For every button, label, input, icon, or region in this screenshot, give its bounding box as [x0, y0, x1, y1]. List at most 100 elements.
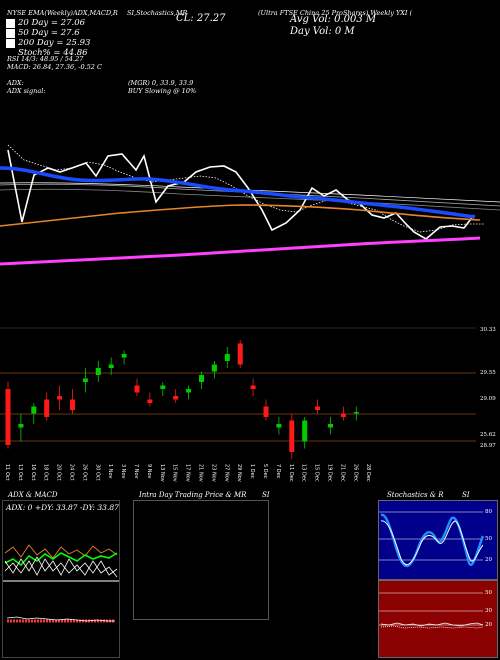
date-label: 21 Nov: [198, 464, 204, 482]
date-label: 16 Oct: [30, 464, 36, 481]
rsi-level-label: 30: [485, 608, 492, 614]
ema-legend-item: 200 Day = 25.93: [6, 38, 90, 48]
date-label: 19 Dec: [327, 464, 333, 482]
header-line: SI,Stochastics,MR: [127, 9, 188, 17]
legend-swatch: [6, 28, 15, 38]
ema-chart: [0, 144, 500, 266]
candle-body: [70, 399, 75, 410]
rsi-level-label: 20: [485, 622, 492, 628]
candle-body: [250, 385, 256, 389]
candle-body: [134, 385, 140, 393]
date-label: 24 Oct: [69, 464, 75, 481]
ema-grey-line: [0, 188, 500, 211]
candle-body: [224, 354, 230, 361]
candle-body: [353, 412, 359, 414]
ema-legend-item: 50 Day = 27.6: [6, 28, 90, 38]
legend-label: 20 Day = 27.06: [18, 18, 86, 28]
date-label: 30 Oct: [94, 464, 100, 481]
header-title: (Ultra FTSE China 25 ProShares) Weekly Y…: [258, 9, 413, 17]
date-label: 13 Dec: [301, 464, 307, 482]
candle-body: [302, 420, 308, 442]
intraday-si-label: SI: [262, 491, 270, 499]
candle-body: [199, 375, 204, 382]
rsi-line: [380, 622, 484, 627]
price-label: 29.09: [480, 396, 496, 402]
rsi-dotted-line: [380, 625, 484, 629]
candle-body: [263, 406, 269, 417]
adx-orange-line: [4, 544, 118, 559]
date-label: 1 Nov: [107, 464, 113, 479]
adx-green-line: [4, 552, 118, 567]
candle-body: [315, 406, 321, 410]
date-label: 7 Nov: [133, 464, 139, 479]
intraday-panel: [133, 500, 269, 620]
adx-values: (MGR) 0, 33.9, 33.9: [128, 79, 194, 87]
adx-readout: ADX: 0 +DY: 33.87 -DY: 33.87: [6, 503, 119, 512]
close-price: CL: 27.27: [176, 13, 226, 24]
candle-body: [160, 385, 166, 389]
date-label: 18 Oct: [43, 464, 49, 481]
legend-swatch: [6, 18, 15, 28]
adx-panel-title: ADX & MACD: [8, 491, 58, 499]
rsi-readout: RSI 14/3: 48.95 / 54.27: [7, 55, 84, 63]
candle-body: [82, 378, 88, 382]
price-label: 25.62: [480, 432, 496, 438]
candle-body: [211, 364, 217, 372]
date-label: 28 Dec: [365, 464, 371, 482]
ema-slow-line: [0, 236, 481, 266]
stoch-dotted-line: [7, 144, 484, 233]
candle-body: [95, 368, 101, 375]
adx-macd-panel: ADX: 0 +DY: 33.87 -DY: 33.87: [2, 500, 120, 658]
adx-white-line: [4, 556, 118, 576]
stoch-d-line: [380, 520, 484, 565]
rsi-panel: 50 30 20: [378, 580, 498, 658]
date-label: 21 Dec: [339, 464, 345, 482]
price-line: [7, 149, 475, 240]
intraday-panel-title: Intra Day Trading Price & MR: [139, 491, 247, 499]
price-chart: [0, 327, 476, 459]
price-label: 30.33: [480, 327, 496, 333]
adx-white-line: [4, 558, 118, 578]
date-label: 11 Oct: [4, 464, 10, 481]
date-label: 29 Nov: [236, 464, 242, 482]
stoch-si-label: SI: [462, 491, 470, 499]
date-label: 26 Oct: [81, 464, 87, 481]
candle-body: [44, 399, 50, 417]
ema-grey-line: [0, 183, 500, 207]
candle-body: [237, 343, 243, 365]
legend-label: 50 Day = 27.6: [18, 28, 80, 38]
adx-signal-value: BUY Slowing @ 10%: [128, 87, 197, 95]
adx-signal-label: ADX signal:: [7, 87, 46, 95]
date-label: 13 Nov: [159, 464, 165, 482]
legend-swatch: [6, 38, 15, 48]
date-label: 7 Dec: [275, 464, 281, 479]
candle-body: [147, 399, 153, 403]
candle-body: [121, 354, 127, 358]
stoch-k-line: [380, 513, 485, 568]
date-label: 5 Dec: [262, 464, 268, 479]
ema-white-line: [0, 182, 500, 203]
header-line: NYSE EMA(Weekly)ADX,MACD,R: [7, 9, 118, 17]
date-label: 11 Dec: [288, 464, 294, 482]
ema-legend: 20 Day = 27.06 50 Day = 27.6 200 Day = 25.…: [6, 18, 90, 58]
date-label: 3 Nov: [120, 464, 126, 479]
date-label: 20 Oct: [56, 464, 62, 481]
candle-body: [18, 424, 24, 428]
ema-fast-line: [0, 166, 476, 219]
date-label: 23 Nov: [210, 464, 216, 482]
date-label: 27 Nov: [223, 464, 229, 482]
date-label: 17 Nov: [185, 464, 191, 482]
date-axis: 11 Oct 13 Oct 16 Oct 18 Oct 20 Oct 24 Oct 26 O…: [4, 464, 371, 482]
stochastics-panel: 80 50 20: [378, 500, 498, 580]
date-label: 15 Nov: [172, 464, 178, 482]
macd-readout: MACD: 26.84, 27.36, -0.52 C: [7, 63, 102, 71]
stoch-level-label: 20: [485, 557, 492, 563]
date-label: 9 Nov: [146, 464, 152, 479]
ema-legend-item: 20 Day = 27.06: [6, 18, 90, 28]
candle-body: [276, 424, 282, 428]
date-label: 1 Dec: [249, 464, 255, 479]
ema-mid-line: [0, 204, 481, 227]
candle-body: [173, 396, 179, 400]
candle-body: [5, 389, 11, 445]
date-label: 13 Oct: [17, 464, 23, 481]
